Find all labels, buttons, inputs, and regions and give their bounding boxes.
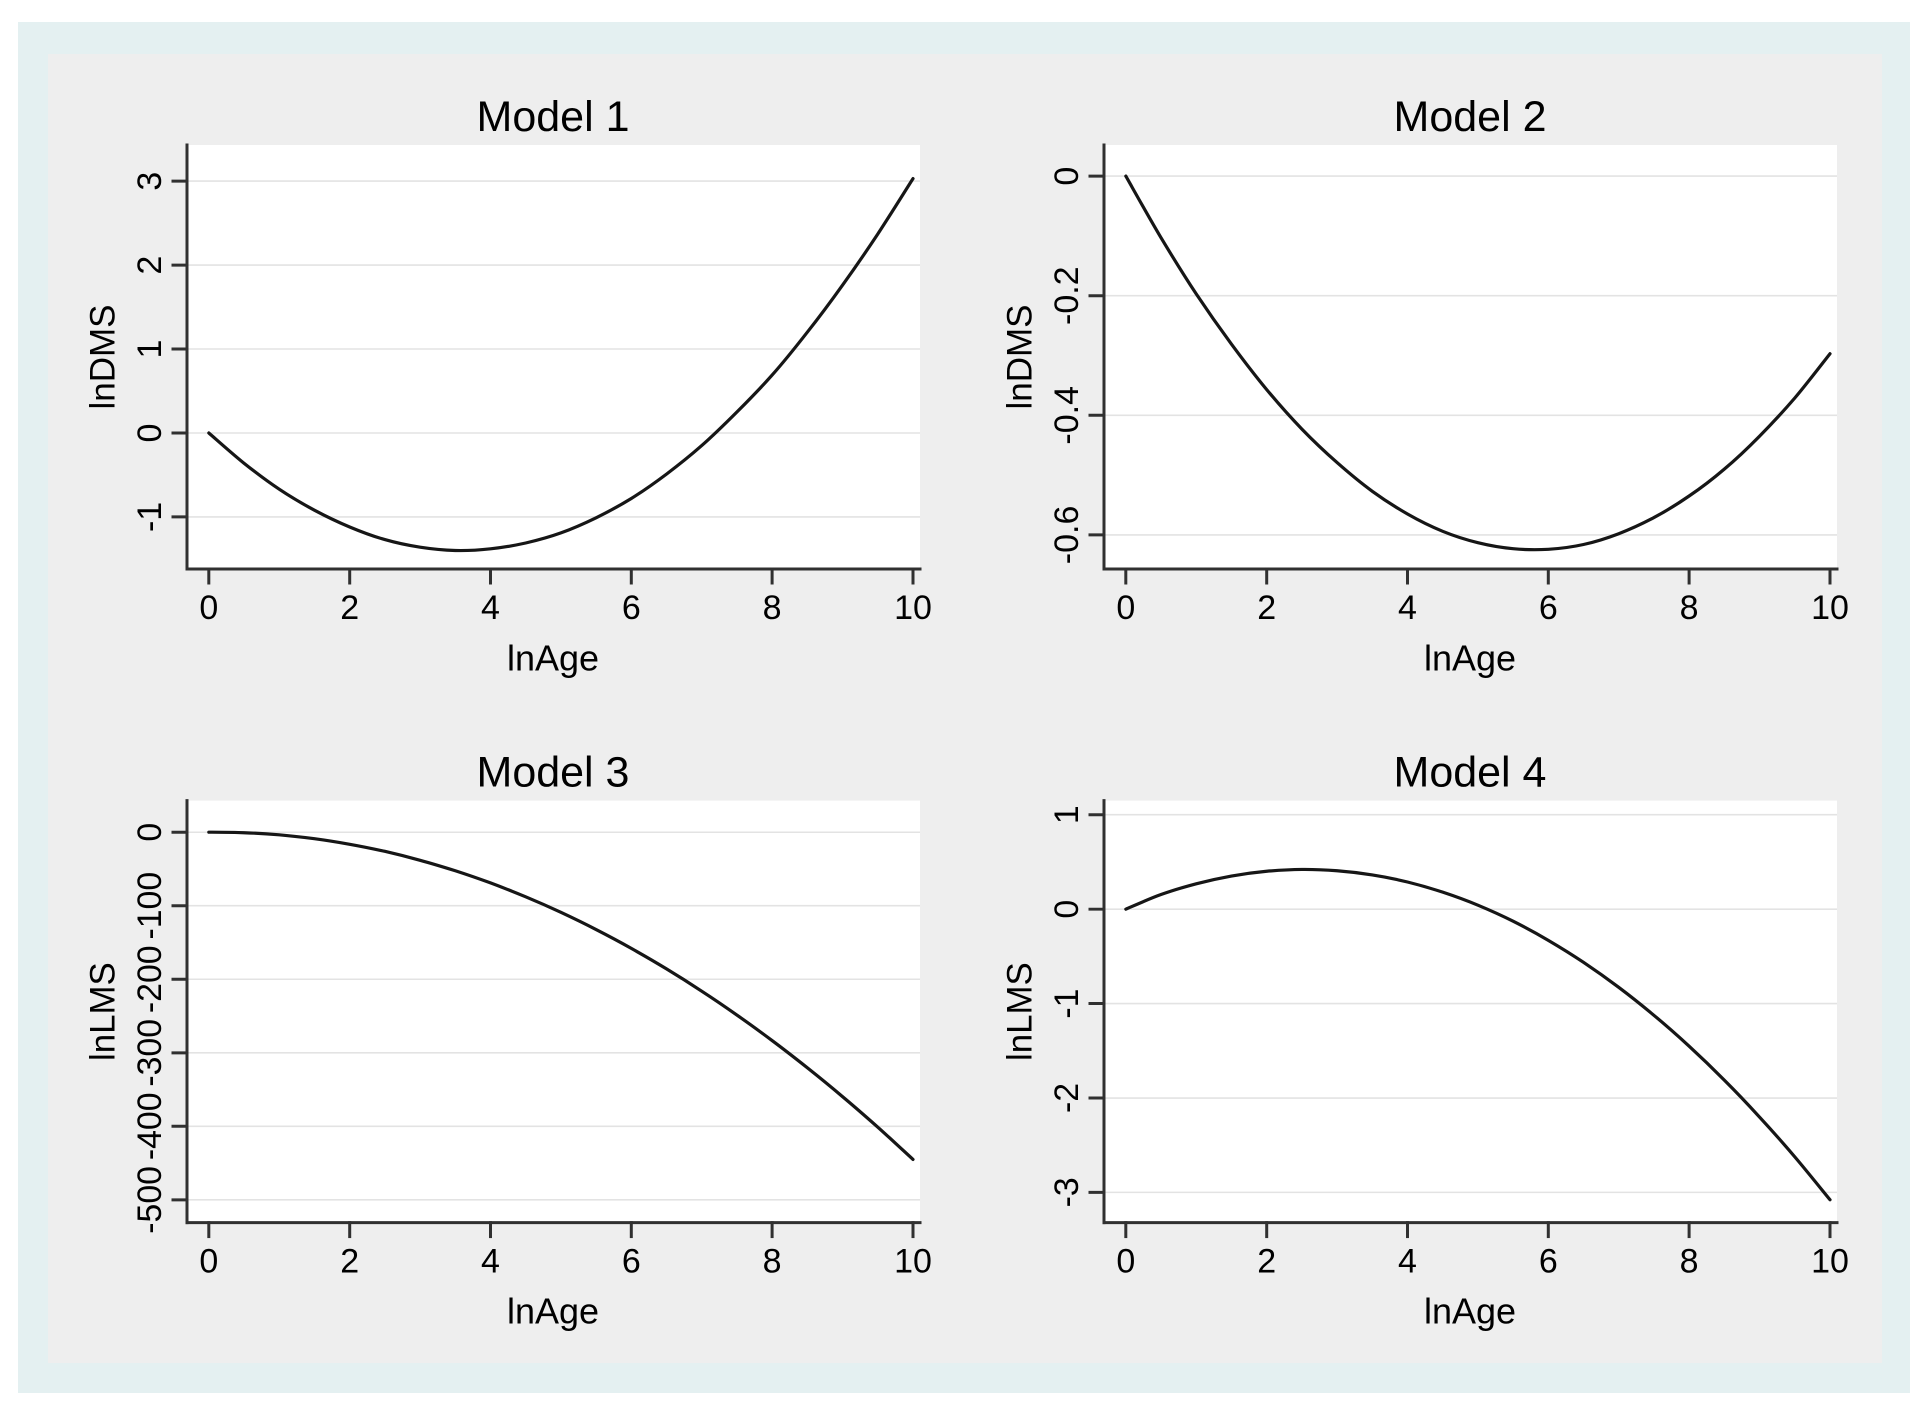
y-tick-label: -500: [131, 1166, 169, 1234]
y-tick-label: 2: [131, 256, 169, 275]
y-tick-label: -100: [131, 872, 169, 940]
y-tick-label: -0.6: [1048, 506, 1086, 565]
x-tick-label: 0: [199, 1243, 218, 1281]
y-tick-label: -1: [131, 502, 169, 532]
graph-canvas: Model 1 -1 0 1 2 3 0 2 4 6 8 10 lnDMS lnAge Model 2 -0…: [48, 54, 1882, 1363]
axes: [1088, 143, 1839, 585]
y-tick-label: 0: [131, 823, 169, 842]
y-tick-label: -0.2: [1048, 266, 1086, 325]
gridlines: [187, 831, 920, 1201]
plot-area: [187, 800, 920, 1223]
axes: [171, 799, 922, 1239]
y-tick-label: 0: [131, 424, 169, 443]
panel-model-2: Model 2 -0.6 -0.4 -0.2 0 0 2 4 6 8 10 lnDMS lnAge: [965, 54, 1882, 710]
y-tick-label: -200: [131, 945, 169, 1013]
chart-model-1: Model 1 -1 0 1 2 3 0 2 4 6 8 10 lnDMS lnAge: [84, 93, 932, 679]
y-tick-label: 0: [1048, 900, 1086, 919]
panel-title: Model 3: [477, 749, 630, 797]
axis-title-y: lnLMS: [83, 962, 122, 1061]
x-tick-label: 8: [1680, 1243, 1699, 1281]
chart-model-2: Model 2 -0.6 -0.4 -0.2 0 0 2 4 6 8 10 lnDMS lnAge: [1001, 93, 1849, 679]
x-tick-label: 2: [340, 589, 359, 627]
axis-title-x: lnAge: [1424, 638, 1516, 679]
gridlines: [187, 180, 920, 518]
axis-title-y: lnLMS: [1000, 962, 1039, 1061]
y-tick-label: -3: [1048, 1177, 1086, 1207]
x-tick-label: 2: [340, 1243, 359, 1281]
x-tick-label: 8: [763, 1243, 782, 1281]
panel-title: Model 2: [1394, 93, 1547, 141]
series-line: [1124, 174, 1832, 552]
gridlines: [1104, 175, 1837, 536]
panel-model-4: Model 4 -3 -2 -1 0 1 0 2 4 6 8 10 lnLMS lnAge: [965, 710, 1882, 1363]
x-tick-label: 4: [1398, 1243, 1417, 1281]
y-tick-label: 0: [1048, 167, 1086, 186]
x-tick-label: 2: [1257, 589, 1276, 627]
x-tick-label: 0: [1116, 589, 1135, 627]
series-line: [1124, 867, 1832, 1202]
x-tick-label: 2: [1257, 1243, 1276, 1281]
axes: [1088, 799, 1839, 1239]
x-tick-label: 10: [1811, 589, 1849, 627]
panel-title: Model 1: [477, 93, 630, 141]
y-tick-label: -0.4: [1048, 386, 1086, 445]
axes: [171, 143, 922, 585]
series-line: [207, 177, 915, 553]
panel-model-3: Model 3 -500 -400 -300 -200 -100 0 0 2 4 6 8 10 lnLMS…: [48, 710, 965, 1363]
y-tick-label: 1: [131, 340, 169, 359]
figure-frame: Model 1 -1 0 1 2 3 0 2 4 6 8 10 lnDMS lnAge Model 2 -0…: [18, 22, 1910, 1393]
plot-area: [1104, 800, 1837, 1223]
x-tick-label: 10: [894, 589, 932, 627]
x-tick-label: 0: [199, 589, 218, 627]
y-tick-label: -2: [1048, 1083, 1086, 1113]
plot-area: [1104, 145, 1837, 569]
axis-title-x: lnAge: [507, 638, 599, 679]
x-tick-label: 4: [481, 1243, 500, 1281]
x-tick-label: 8: [763, 589, 782, 627]
x-tick-label: 10: [1811, 1243, 1849, 1281]
y-tick-label: -400: [131, 1092, 169, 1160]
y-tick-label: 1: [1048, 805, 1086, 824]
x-tick-label: 6: [1539, 589, 1558, 627]
x-tick-label: 6: [622, 589, 641, 627]
chart-model-3: Model 3 -500 -400 -300 -200 -100 0 0 2 4 6 8 10 lnLMS…: [83, 749, 932, 1332]
y-tick-label: -300: [131, 1019, 169, 1087]
x-tick-label: 0: [1116, 1243, 1135, 1281]
x-tick-label: 4: [481, 589, 500, 627]
y-tick-label: -1: [1048, 989, 1086, 1019]
y-tick-label: 3: [131, 172, 169, 191]
panel-model-1: Model 1 -1 0 1 2 3 0 2 4 6 8 10 lnDMS lnAge: [48, 54, 965, 710]
gridlines: [1104, 813, 1837, 1194]
x-tick-label: 6: [1539, 1243, 1558, 1281]
axis-title-x: lnAge: [507, 1291, 599, 1332]
x-tick-label: 4: [1398, 589, 1417, 627]
x-tick-label: 10: [894, 1243, 932, 1281]
x-tick-label: 8: [1680, 589, 1699, 627]
axis-title-x: lnAge: [1424, 1291, 1516, 1332]
series-line: [207, 830, 915, 1162]
axis-title-y: lnDMS: [1001, 304, 1040, 409]
axis-title-y: lnDMS: [84, 304, 123, 409]
x-tick-label: 6: [622, 1243, 641, 1281]
plot-area: [187, 145, 920, 569]
panel-title: Model 4: [1394, 749, 1547, 797]
